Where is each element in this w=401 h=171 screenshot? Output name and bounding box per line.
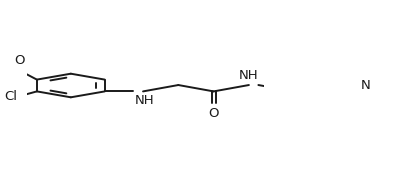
Text: NH: NH [134, 94, 154, 107]
Text: NH: NH [239, 69, 258, 82]
Text: O: O [208, 107, 218, 120]
Text: N: N [360, 78, 370, 91]
Text: O: O [14, 54, 24, 67]
Text: Cl: Cl [4, 90, 17, 103]
